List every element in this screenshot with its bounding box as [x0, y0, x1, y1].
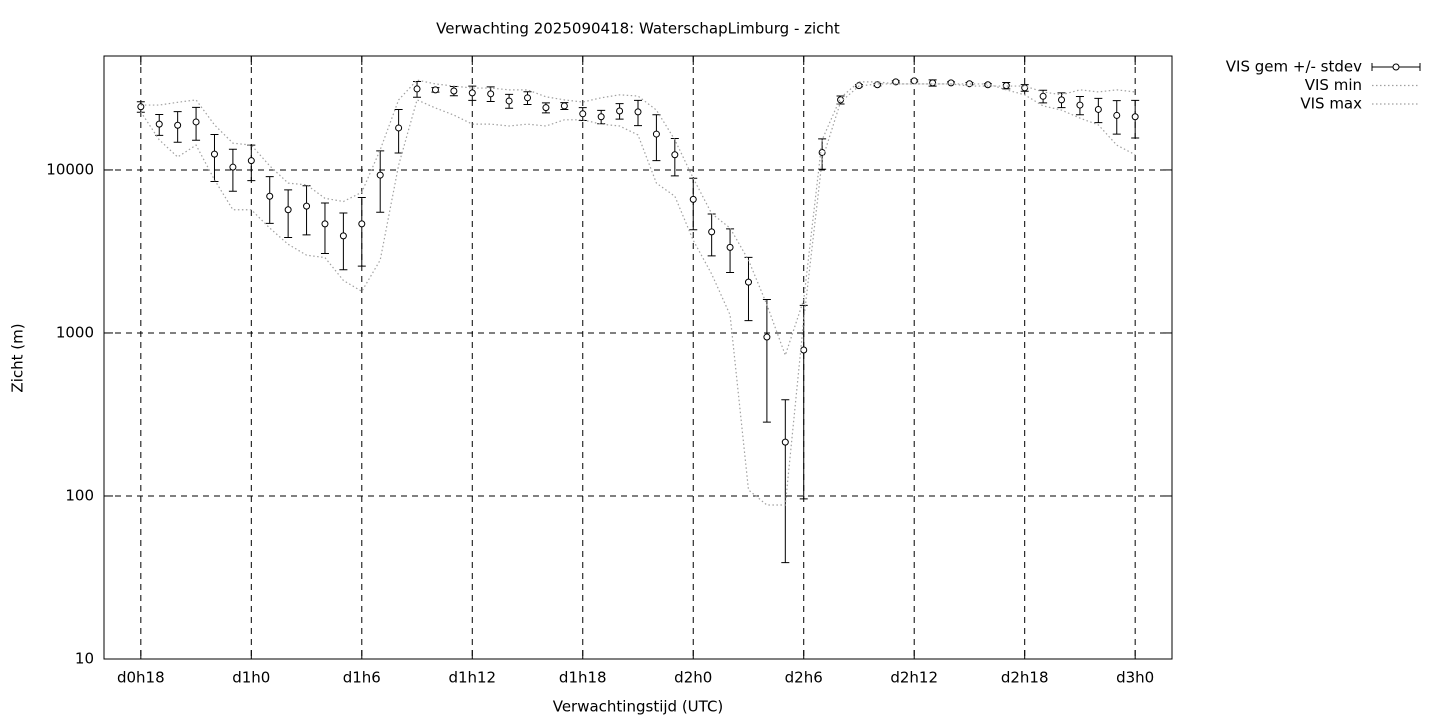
mean-point [487, 90, 495, 98]
mean-point [1039, 92, 1047, 100]
mean-point [321, 220, 329, 228]
x-tick-label: d2h18 [1001, 669, 1049, 687]
mean-point [744, 278, 752, 286]
mean-point [210, 150, 218, 158]
mean-point [560, 102, 568, 110]
mean-point [781, 438, 789, 446]
mean-point [468, 89, 476, 97]
x-tick-label: d3h0 [1116, 669, 1154, 687]
error-bar [762, 299, 771, 423]
mean-point [413, 85, 421, 93]
mean-point [524, 94, 532, 102]
mean-point [376, 171, 384, 179]
mean-point [303, 202, 311, 210]
error-bar [339, 212, 348, 271]
mean-point [929, 79, 937, 87]
mean-point [634, 108, 642, 116]
y-axis-label: Zicht (m) [9, 323, 27, 392]
y-tick-label: 1000 [56, 323, 94, 341]
mean-point [910, 77, 918, 85]
x-tick-label: d1h6 [343, 669, 381, 687]
mean-point [339, 232, 347, 240]
mean-point [450, 87, 458, 95]
x-tick-label: d2h0 [674, 669, 712, 687]
x-tick-label: d0h18 [117, 669, 165, 687]
mean-point [708, 228, 716, 236]
legend-swatch [1392, 63, 1400, 71]
mean-point [266, 192, 274, 200]
error-bar [210, 133, 219, 182]
mean-point [247, 157, 255, 165]
x-tick-label: d2h6 [785, 669, 823, 687]
legend-label: VIS min [1305, 76, 1362, 94]
legend-label: VIS gem +/- stdev [1226, 58, 1362, 76]
error-bar [376, 150, 385, 213]
mean-point [1058, 96, 1066, 104]
x-axis-label: Verwachtingstijd (UTC) [553, 698, 724, 716]
mean-point [542, 104, 550, 112]
error-bar [781, 399, 790, 564]
legend-label: VIS max [1300, 95, 1362, 113]
chart-title: Verwachting 2025090418: WaterschapLimbur… [436, 20, 840, 38]
mean-point [1021, 84, 1029, 92]
x-tick-label: d2h12 [890, 669, 938, 687]
mean-point [431, 86, 439, 94]
mean-point [284, 206, 292, 214]
mean-point [763, 333, 771, 341]
mean-point [800, 346, 808, 354]
error-bar [320, 202, 329, 255]
mean-point [229, 163, 237, 171]
mean-point [616, 107, 624, 115]
mean-point [1113, 111, 1121, 119]
mean-point [1094, 105, 1102, 113]
mean-point [174, 121, 182, 129]
mean-point [155, 120, 163, 128]
mean-point [726, 243, 734, 251]
error-bar [357, 197, 366, 267]
mean-point [818, 148, 826, 156]
mean-point [358, 220, 366, 228]
mean-point [1076, 101, 1084, 109]
plot-frame [103, 55, 1173, 660]
error-bar [302, 185, 311, 236]
mean-point [579, 110, 587, 118]
mean-point [505, 97, 513, 105]
y-tick-label: 10000 [46, 160, 94, 178]
y-tick-label: 100 [65, 486, 94, 504]
mean-point [947, 79, 955, 87]
mean-point [671, 151, 679, 159]
error-bar [284, 189, 293, 239]
min-max-line [140, 83, 1136, 506]
mean-point [1131, 113, 1139, 121]
error-bar [652, 114, 661, 162]
mean-point [192, 118, 200, 126]
mean-point [689, 195, 697, 203]
x-tick-label: d1h0 [232, 669, 270, 687]
mean-point [597, 113, 605, 121]
error-bar [744, 256, 753, 322]
x-tick-label: d1h18 [559, 669, 607, 687]
x-tick-label: d1h12 [448, 669, 496, 687]
mean-point [652, 130, 660, 138]
error-bar [799, 304, 808, 500]
y-tick-label: 10 [75, 650, 94, 668]
mean-point [395, 124, 403, 132]
error-bar [265, 176, 274, 224]
